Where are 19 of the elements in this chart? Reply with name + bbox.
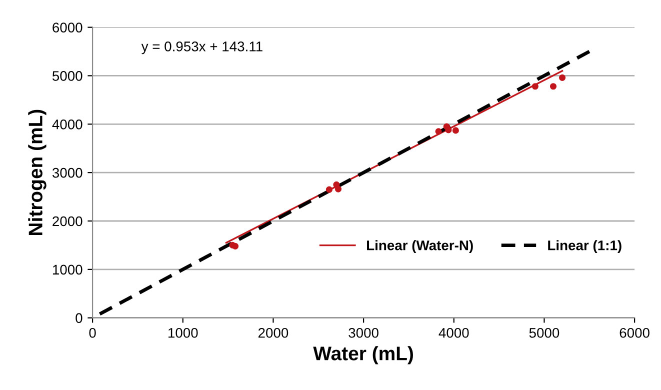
- y-tick-label: 2000: [52, 216, 82, 226]
- x-tick-label: 2000: [258, 328, 288, 338]
- y-tick-label: 4000: [52, 119, 82, 130]
- legend-label: Linear (1:1): [548, 240, 622, 254]
- x-tick-label: 0: [89, 328, 96, 338]
- y-tick-label: 5000: [52, 71, 82, 81]
- y-tick-label: 6000: [52, 22, 82, 32]
- x-tick-label: 4000: [438, 328, 469, 338]
- x-tick-label: 3000: [348, 328, 378, 338]
- y-axis-title: Nitrogen (mL): [28, 110, 46, 235]
- y-tick-label: 1000: [52, 264, 82, 275]
- x-tick-label: 1000: [168, 328, 198, 338]
- annotation: y = 0.953x + 143.11: [141, 42, 262, 54]
- legend-label: Linear (Water-N): [367, 240, 473, 254]
- x-tick-label: 6000: [620, 328, 650, 338]
- y-tick-label: 3000: [52, 168, 82, 178]
- y-tick-label: 0: [76, 313, 82, 324]
- x-axis-title: Water (mL): [313, 346, 413, 364]
- x-tick-label: 5000: [529, 328, 560, 338]
